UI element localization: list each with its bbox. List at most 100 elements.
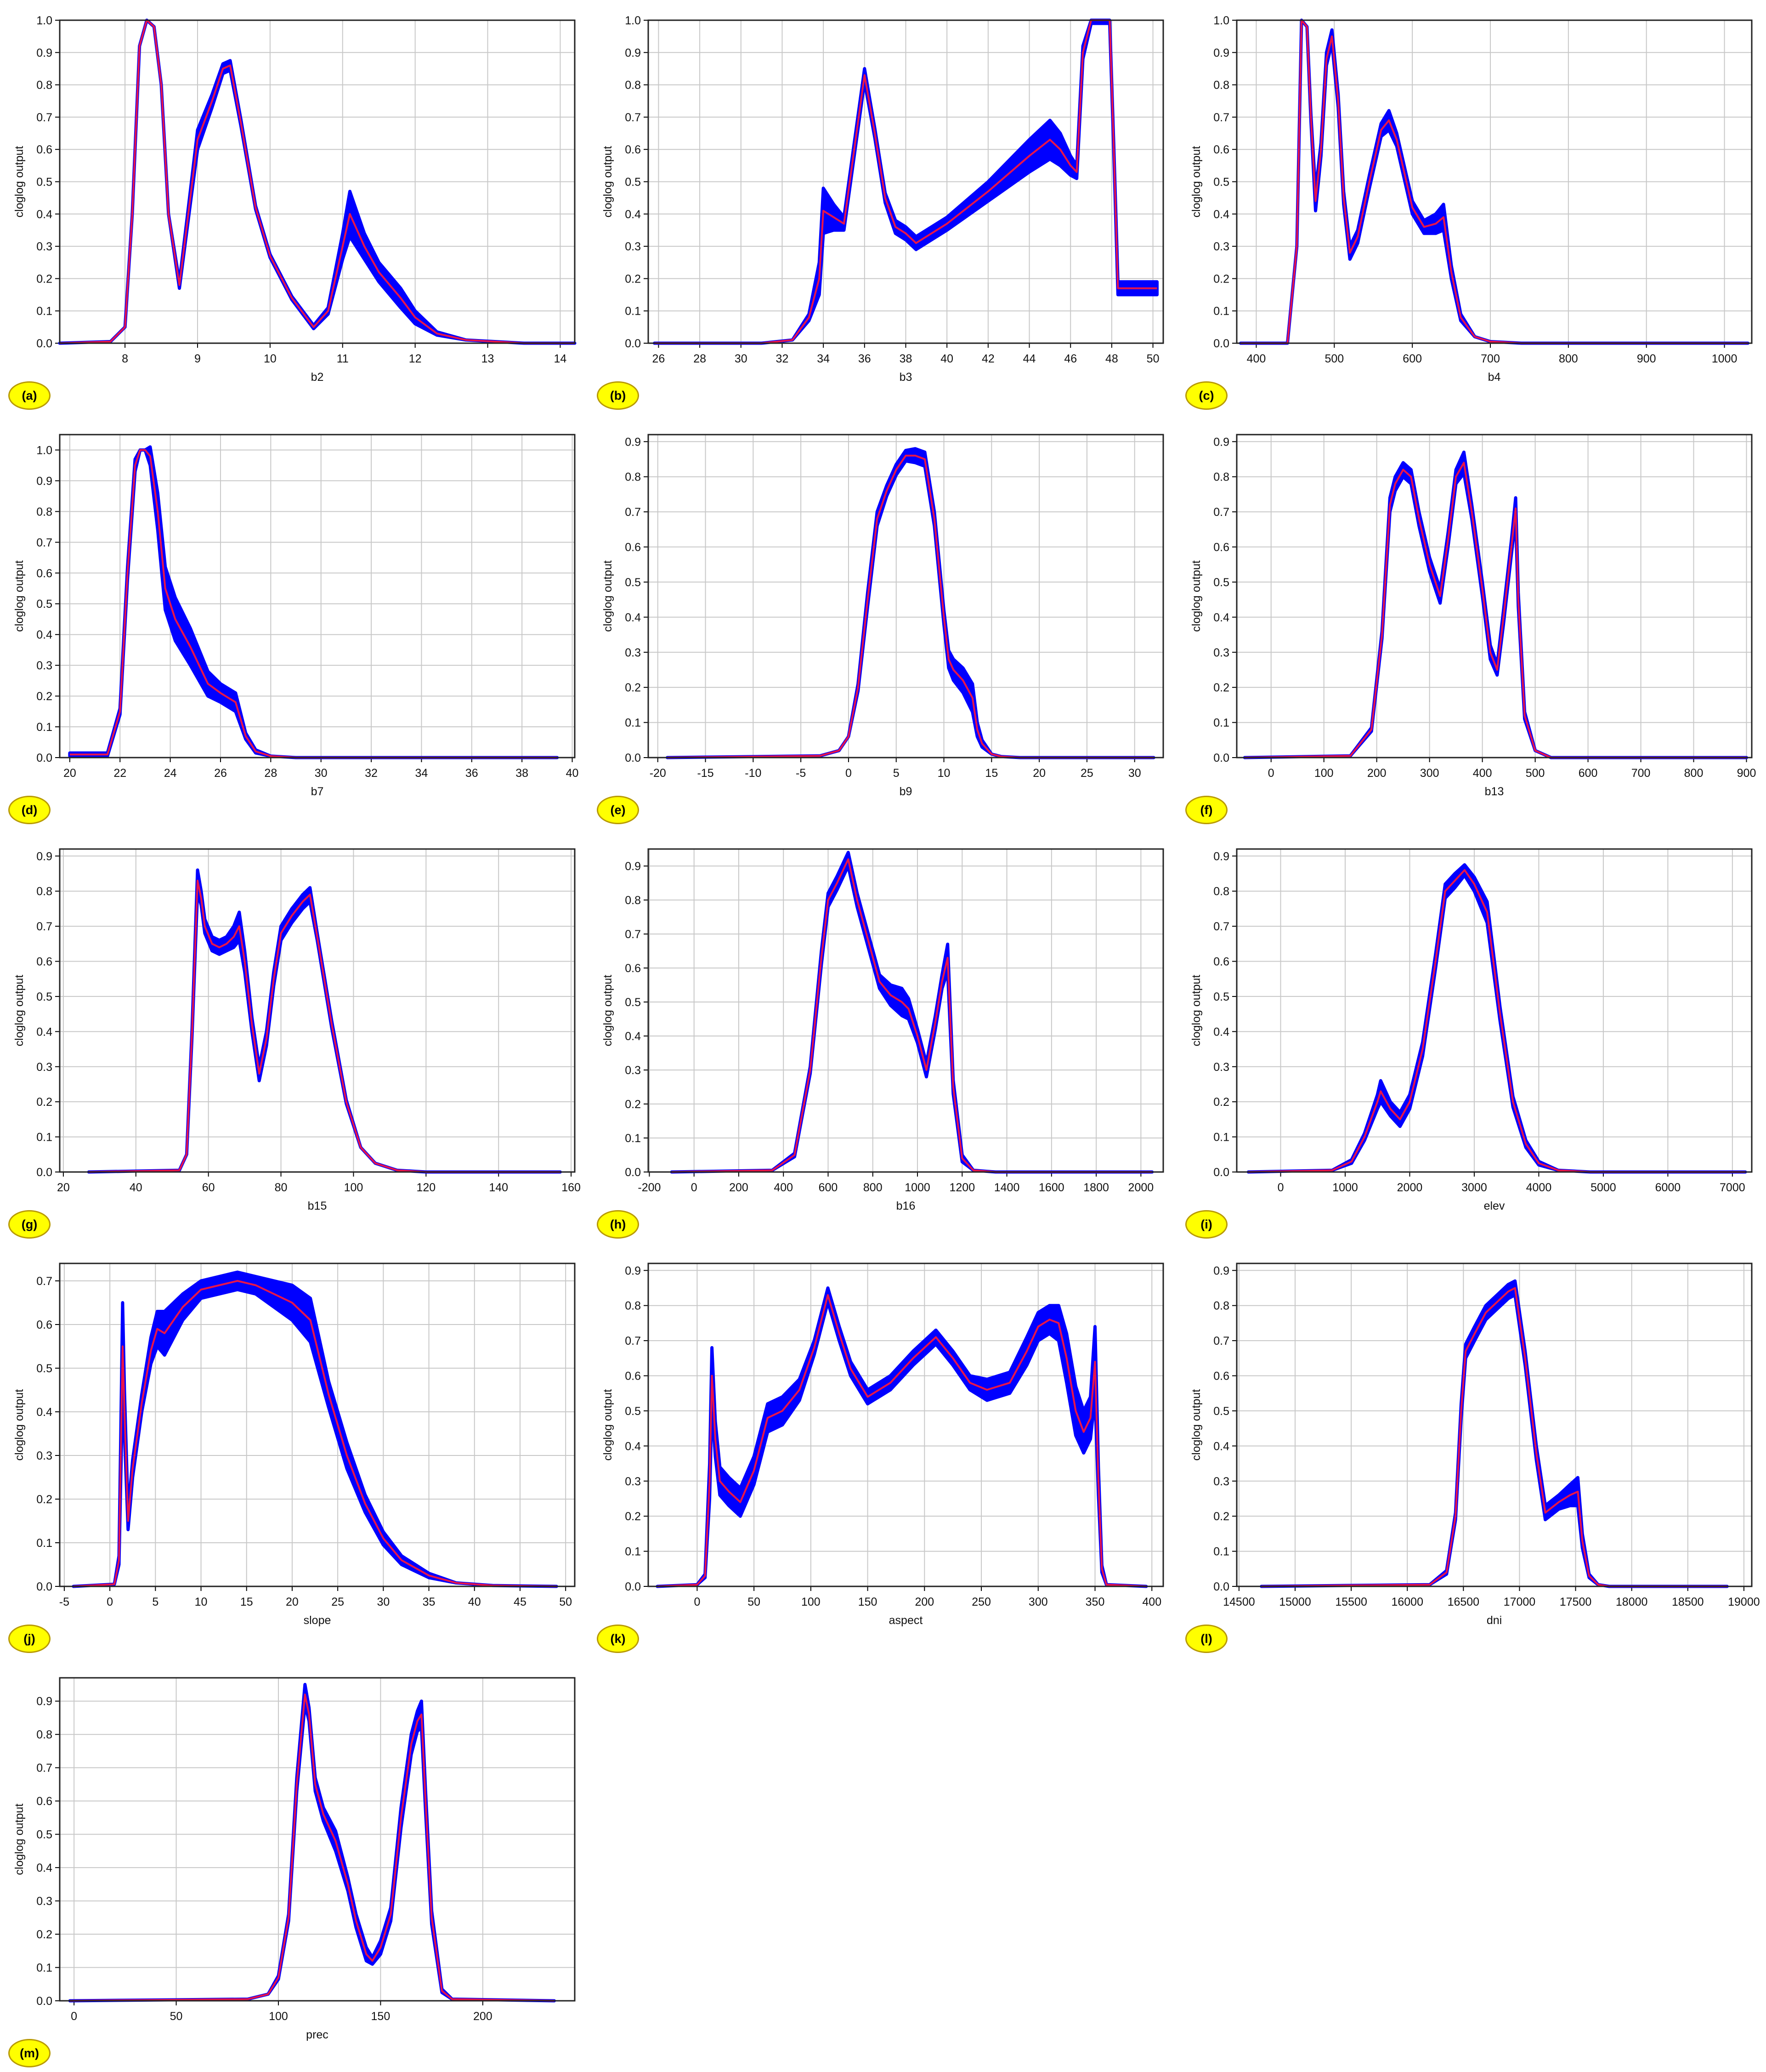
- y-axis-title: cloglog output: [13, 1389, 26, 1461]
- chart-svg-g: 20 40 60 80 100 120 140 160 0.0 0.1 0.2 0.3 0.4 0.5 0.…: [13, 848, 581, 1212]
- chart-panel-h: -200 0 200 400 600 800 1000 1200 1400 1600 1800 200…: [589, 829, 1177, 1243]
- y-tick-label: 0.4: [1213, 208, 1229, 221]
- mean-response-line: [667, 454, 1154, 759]
- y-tick-label: 0.5: [36, 1362, 52, 1375]
- y-tick-label: 0.1: [36, 305, 52, 318]
- y-tick-label: 0.2: [625, 1510, 641, 1523]
- y-tick-label: 0.4: [625, 208, 641, 221]
- x-tick-label: 350: [1086, 1596, 1105, 1608]
- y-tick-label: 0.2: [36, 272, 52, 285]
- y-tick-label: 0.5: [1213, 1405, 1229, 1418]
- y-tick-label: 0.5: [36, 598, 52, 611]
- panel-label-badge: (j): [8, 1625, 51, 1653]
- y-tick-label: 0.8: [36, 79, 52, 92]
- mean-response-line: [69, 449, 557, 759]
- x-tick-label: 160: [561, 1181, 581, 1194]
- x-axis-title: b4: [1488, 371, 1501, 384]
- x-tick-label: -5: [796, 767, 806, 780]
- y-tick-label: 0.4: [1213, 1025, 1229, 1038]
- y-tick-label: 0.7: [1213, 506, 1229, 519]
- x-tick-label: 500: [1526, 767, 1545, 780]
- mean-response-line: [1248, 869, 1745, 1173]
- y-tick-label: 0.8: [36, 505, 52, 518]
- x-tick-label: 0: [845, 767, 852, 780]
- x-tick-label: 14500: [1223, 1596, 1255, 1608]
- y-tick-label: 0.0: [625, 752, 641, 764]
- x-tick-label: 0: [694, 1596, 700, 1608]
- x-tick-label: 50: [170, 2010, 183, 2023]
- x-tick-label: 36: [465, 767, 478, 780]
- y-tick-label: 0.8: [1213, 471, 1229, 484]
- x-tick-label: 19000: [1728, 1596, 1760, 1608]
- mean-response-line: [1240, 19, 1748, 344]
- chart-panel-j: -5 0 5 10 15 20 25 30 35 40 45 50 0.0 0.1 0.2 0.3 0.4 0.5…: [0, 1243, 589, 1658]
- x-tick-label: 16000: [1391, 1596, 1423, 1608]
- y-tick-label: 0.7: [1213, 920, 1229, 933]
- y-tick-label: 0.3: [1213, 1061, 1229, 1074]
- y-tick-label: 0.6: [1213, 541, 1229, 554]
- x-axis-title: b13: [1485, 785, 1504, 798]
- x-axis-title: b3: [900, 371, 912, 384]
- x-tick-label: 13: [481, 352, 494, 365]
- y-axis-title: cloglog output: [601, 146, 614, 218]
- x-tick-label: 14: [554, 352, 567, 365]
- y-tick-label: 0.9: [1213, 1264, 1229, 1277]
- x-tick-label: 15000: [1279, 1596, 1311, 1608]
- y-tick-label: 0.0: [1213, 1166, 1229, 1179]
- y-tick-label: 0.3: [1213, 646, 1229, 659]
- panel-label-badge: (e): [597, 796, 639, 824]
- x-tick-label: 1800: [1083, 1181, 1109, 1194]
- x-tick-label: 200: [729, 1181, 748, 1194]
- chart-svg-l: 14500 15000 15500 16000 16500 17000 17500 18000…: [1190, 1262, 1760, 1627]
- x-tick-label: 100: [269, 2010, 288, 2023]
- y-tick-label: 0.6: [36, 956, 52, 968]
- y-tick-label: 0.6: [625, 1370, 641, 1383]
- y-tick-label: 0.2: [36, 1096, 52, 1109]
- x-tick-label: 400: [1247, 352, 1266, 365]
- y-tick-label: 0.0: [1213, 752, 1229, 764]
- x-tick-label: 22: [113, 767, 126, 780]
- y-tick-label: 0.9: [625, 1264, 641, 1277]
- y-tick-label: 1.0: [625, 14, 641, 27]
- x-tick-label: 5: [152, 1596, 158, 1608]
- y-tick-label: 0.7: [1213, 111, 1229, 124]
- y-tick-label: 0.0: [1213, 1580, 1229, 1593]
- y-tick-label: 0.6: [1213, 956, 1229, 968]
- x-tick-label: 20: [286, 1596, 299, 1608]
- chart-panel-f: 0 100 200 300 400 500 600 700 800 900 0.0 0.1 0.2 0.3…: [1177, 414, 1766, 829]
- x-tick-label: 18500: [1672, 1596, 1704, 1608]
- plot-frame: [647, 848, 1164, 1173]
- x-tick-label: 6000: [1655, 1181, 1681, 1194]
- x-tick-label: 3000: [1461, 1181, 1487, 1194]
- x-tick-label: 30: [315, 767, 328, 780]
- y-tick-label: 0.0: [36, 1166, 52, 1179]
- y-tick-label: 0.0: [625, 337, 641, 350]
- y-tick-label: 0.7: [625, 928, 641, 941]
- x-tick-label: 100: [801, 1596, 821, 1608]
- y-tick-label: 0.4: [36, 208, 52, 221]
- mean-response-line: [1245, 462, 1747, 759]
- plot-frame: [1236, 848, 1753, 1173]
- y-tick-label: 0.9: [1213, 46, 1229, 59]
- y-tick-label: 0.5: [1213, 991, 1229, 1003]
- x-tick-label: 60: [202, 1181, 215, 1194]
- y-tick-label: 0.6: [1213, 143, 1229, 156]
- x-tick-label: 11: [337, 352, 349, 365]
- x-tick-label: -200: [638, 1181, 661, 1194]
- chart-svg-a: 8 9 10 11 12 13 14 0.0 0.1 0.2 0.3 0.4 0.5 0.6 0.7 0.8 0…: [13, 14, 577, 384]
- x-axis-title: dni: [1487, 1614, 1502, 1627]
- plot-area: [60, 1263, 575, 1586]
- y-tick-label: 0.0: [36, 1580, 52, 1593]
- y-tick-label: 0.3: [625, 1064, 641, 1077]
- x-tick-label: 300: [1420, 767, 1439, 780]
- y-tick-label: 0.7: [1213, 1335, 1229, 1347]
- y-tick-label: 0.1: [1213, 1546, 1229, 1558]
- y-tick-label: 0.9: [625, 860, 641, 873]
- x-tick-label: 150: [371, 2010, 391, 2023]
- x-tick-label: 5000: [1591, 1181, 1616, 1194]
- y-tick-label: 0.2: [1213, 1510, 1229, 1523]
- x-tick-label: 8: [122, 352, 128, 365]
- y-tick-label: 0.3: [36, 1449, 52, 1462]
- mean-response-line: [73, 1280, 557, 1587]
- panel-label-badge: (d): [8, 796, 51, 824]
